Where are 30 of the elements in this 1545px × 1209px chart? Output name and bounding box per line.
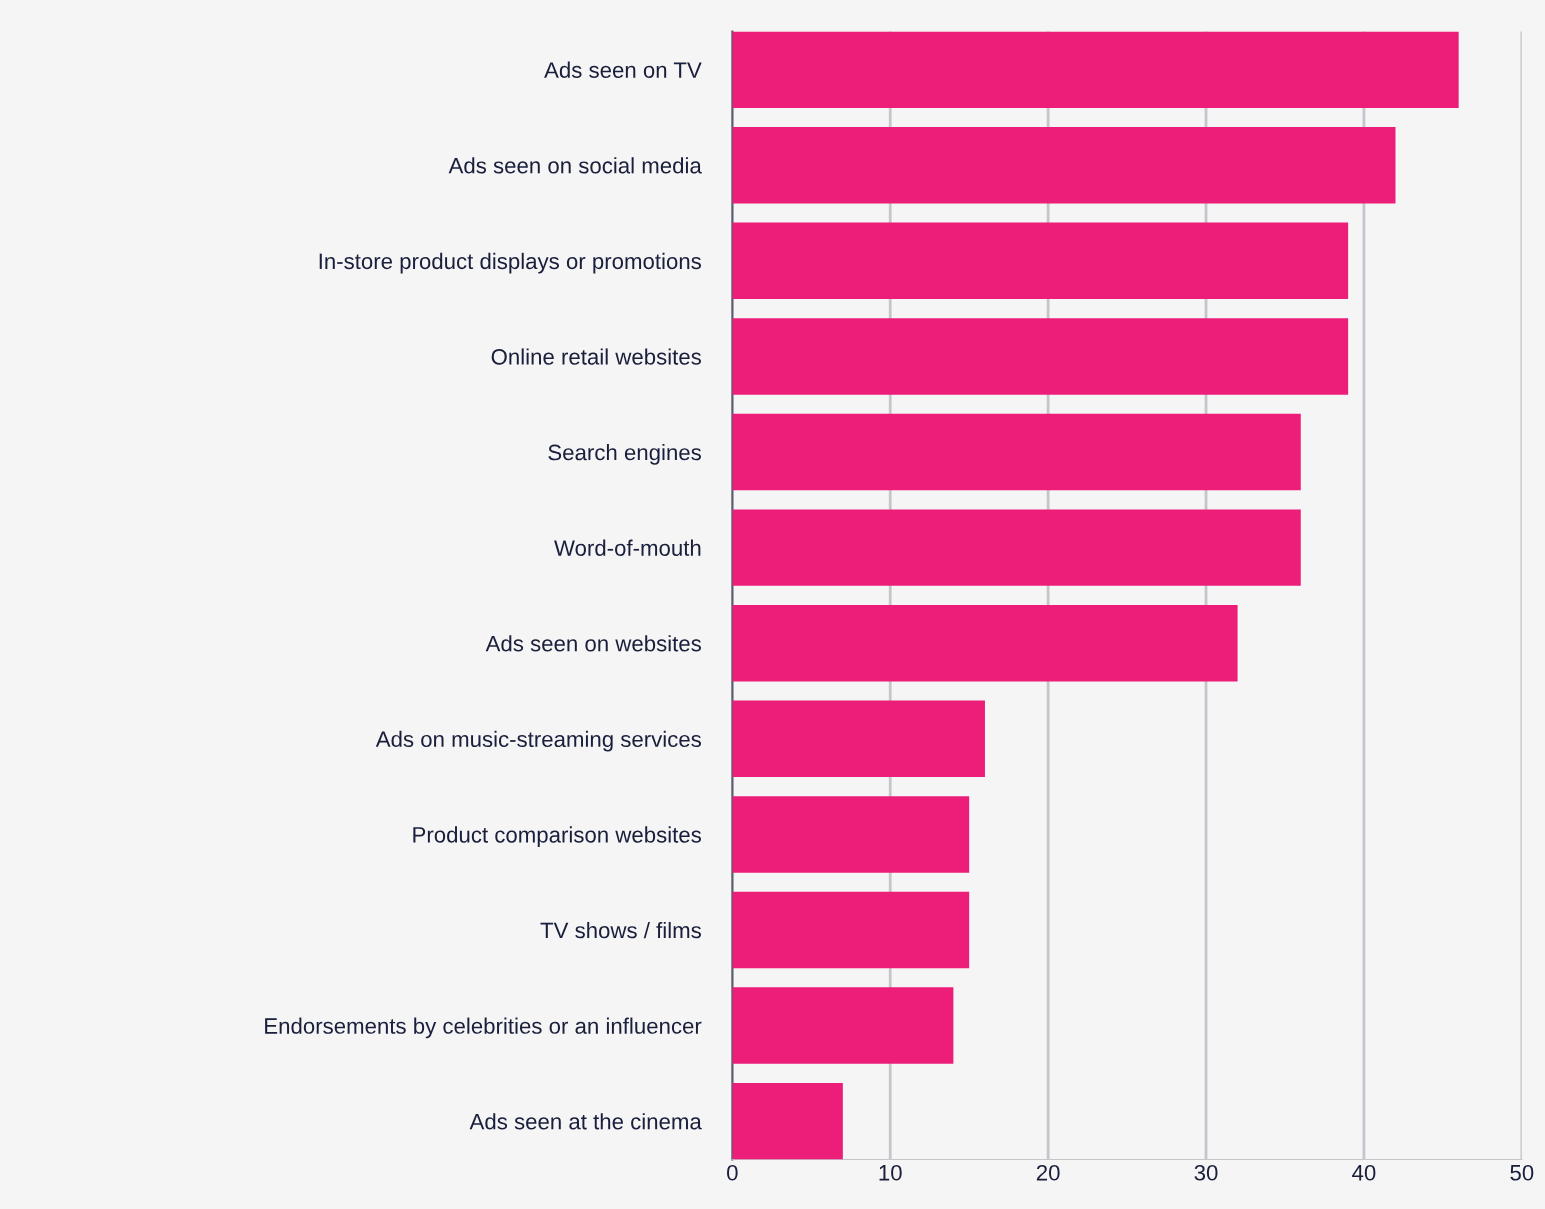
x-tick-label: 50: [1510, 1164, 1534, 1181]
bar: [732, 413, 1301, 491]
bar: [732, 127, 1396, 204]
y-tick-label: TV shows / films: [540, 921, 701, 939]
bar: [732, 604, 1238, 682]
y-tick-label: Ads seen on TV: [544, 61, 702, 78]
x-tick-label: 40: [1352, 1164, 1376, 1181]
bar: [732, 318, 1349, 395]
x-tick-label: 20: [1036, 1164, 1060, 1181]
bar: [732, 987, 954, 1064]
y-tick-label: Ads seen at the cinema: [469, 1113, 702, 1130]
bar: [732, 31, 1459, 108]
x-tick-label: 30: [1194, 1164, 1218, 1181]
y-tick-label: Endorsements by celebrities or an influencer: [265, 1017, 702, 1039]
x-tick-label: 10: [879, 1164, 902, 1181]
bar: [732, 222, 1349, 300]
y-tick-label: Word-of-mouth: [554, 539, 701, 556]
bar: [732, 796, 970, 873]
y-tick-label: Product comparison websites: [413, 826, 701, 848]
y-tick-label: Online retail websites: [491, 348, 701, 365]
bar: [732, 700, 985, 778]
bar: [732, 891, 970, 969]
y-tick-label: Ads seen on social media: [448, 157, 702, 174]
y-tick-label: Search engines: [548, 443, 701, 465]
y-tick-label: Ads seen on websites: [485, 635, 701, 652]
x-tick-label: 0: [727, 1164, 738, 1181]
bar: [732, 509, 1301, 586]
bar: [732, 1082, 843, 1160]
y-tick-label: In-store product displays or promotions: [319, 252, 701, 274]
y-tick-label: Ads on music-streaming services: [375, 730, 701, 752]
